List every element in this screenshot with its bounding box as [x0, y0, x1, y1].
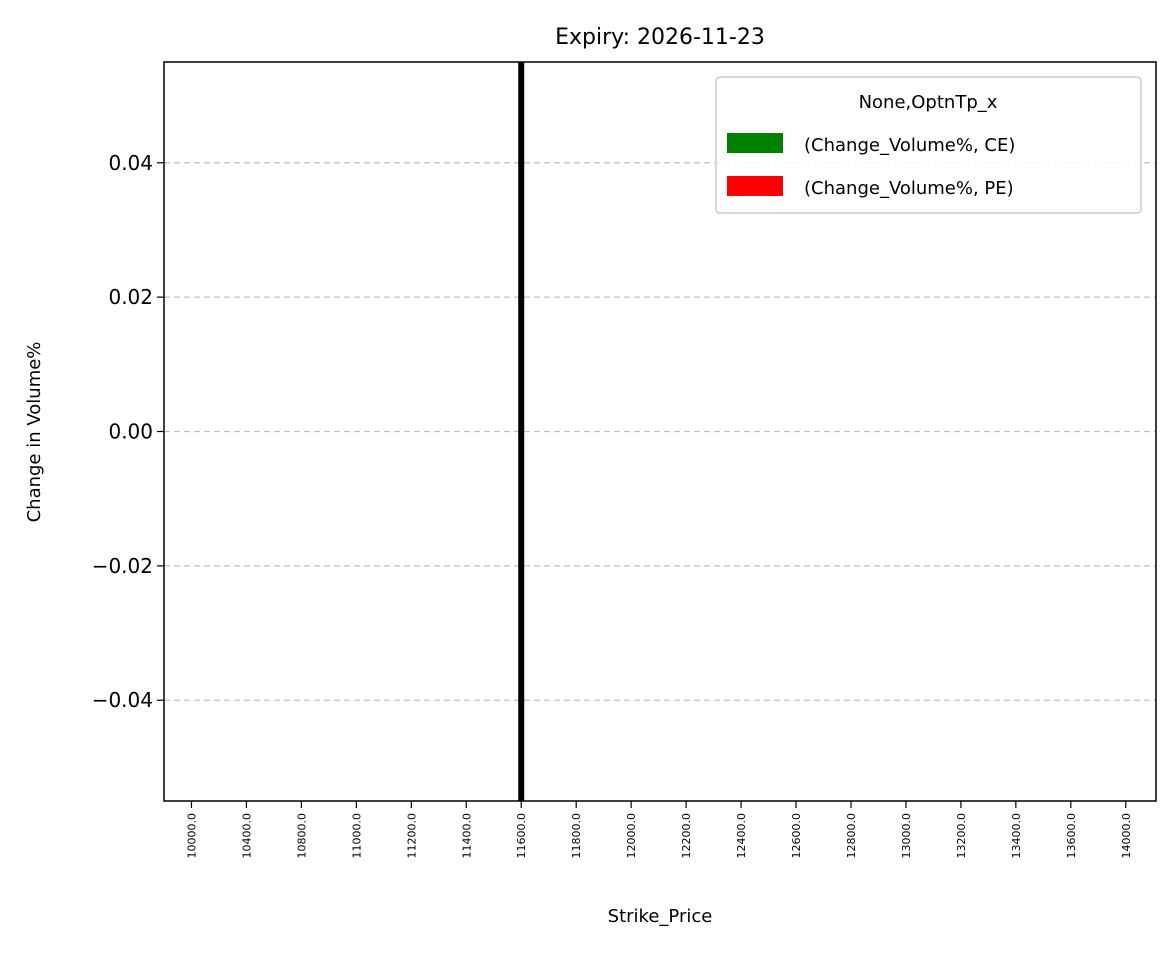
legend: None,OptnTp_x (Change_Volume%, CE) (Chan… [715, 76, 1142, 214]
x-tick-label: 12600.0 [790, 813, 803, 859]
x-tick-label: 11000.0 [350, 813, 363, 859]
y-tick-label: −0.02 [92, 554, 153, 578]
x-tick-label: 12400.0 [735, 813, 748, 859]
x-tick-label: 13400.0 [1010, 813, 1023, 859]
chart-title: Expiry: 2026-11-23 [555, 25, 765, 50]
x-tick-label: 13600.0 [1065, 813, 1078, 859]
y-tick-label: 0.02 [108, 285, 153, 309]
legend-title: None,OptnTp_x [859, 92, 998, 113]
y-axis: −0.04 −0.02 0.00 0.02 0.04 [92, 151, 164, 712]
x-tick-label: 10800.0 [295, 813, 308, 859]
y-tick-label: 0.00 [108, 420, 153, 444]
y-axis-label: Change in Volume% [24, 342, 45, 523]
x-tick-label: 11600.0 [515, 813, 528, 859]
x-tick-label: 12000.0 [625, 813, 638, 859]
x-tick-label: 10400.0 [240, 813, 253, 859]
y-tick-label: 0.04 [108, 151, 153, 175]
x-axis-label: Strike_Price [608, 906, 713, 927]
legend-box [715, 76, 1142, 214]
x-axis: 10000.0 10400.0 10800.0 11000.0 11200.0 11400… [185, 801, 1133, 859]
legend-label-pe: (Change_Volume%, PE) [804, 178, 1014, 199]
x-tick-label: 12800.0 [845, 813, 858, 859]
x-tick-label: 12200.0 [680, 813, 693, 859]
y-tick-label: −0.04 [92, 688, 153, 712]
x-tick-label: 11800.0 [570, 813, 583, 859]
x-tick-label: 11200.0 [405, 813, 418, 859]
x-tick-label: 14000.0 [1120, 813, 1133, 859]
y-gridlines [164, 162, 1156, 701]
legend-swatch-pe [727, 176, 783, 196]
x-tick-label: 13000.0 [900, 813, 913, 859]
legend-label-ce: (Change_Volume%, CE) [804, 135, 1015, 156]
x-tick-label: 13200.0 [955, 813, 968, 859]
x-tick-label: 11400.0 [460, 813, 473, 859]
legend-swatch-ce [727, 133, 783, 153]
x-tick-label: 10000.0 [185, 813, 198, 859]
